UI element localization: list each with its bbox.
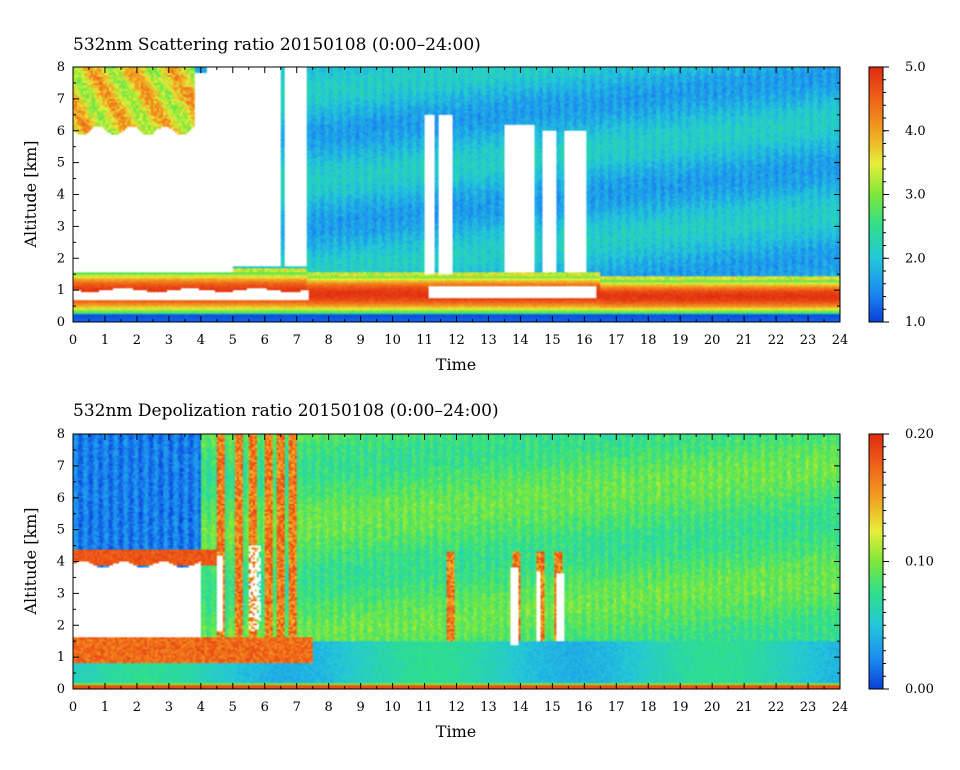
colorbar-ticks: 0.00 0.10 0.20 — [883, 427, 934, 697]
scattering-ratio-panel: 532nm Scattering ratio 20150108 (0:00–24… — [21, 35, 926, 374]
y-tick-label: 6 — [57, 124, 65, 139]
x-tick-label: 4 — [197, 333, 205, 348]
x-tick-label: 10 — [384, 700, 401, 715]
x-tick-label: 9 — [356, 333, 364, 348]
x-tick-label: 5 — [229, 700, 237, 715]
x-tick-label: 13 — [480, 700, 497, 715]
x-tick-label: 1 — [101, 700, 109, 715]
x-tick-label: 0 — [69, 333, 77, 348]
x-tick-label: 3 — [165, 700, 173, 715]
y-tick-label: 1 — [57, 283, 65, 298]
x-tick-label: 16 — [576, 700, 593, 715]
y-tick-label: 3 — [57, 586, 65, 601]
x-tick-label: 2 — [133, 333, 141, 348]
x-tick-label: 17 — [608, 700, 625, 715]
x-tick-label: 9 — [356, 700, 364, 715]
x-tick-label: 5 — [229, 333, 237, 348]
x-tick-label: 8 — [325, 700, 333, 715]
y-tick-label: 4 — [57, 555, 65, 570]
x-tick-label: 19 — [672, 700, 689, 715]
x-tick-label: 3 — [165, 333, 173, 348]
colorbar-ticks: 1.0 2.0 3.0 4.0 5.0 — [883, 60, 926, 330]
x-tick-label: 18 — [640, 700, 657, 715]
colorbar — [868, 433, 884, 690]
x-tick-label: 21 — [736, 333, 753, 348]
x-tick-label: 24 — [832, 700, 849, 715]
x-tick-label: 19 — [672, 333, 689, 348]
y-tick-label: 0 — [57, 682, 65, 697]
x-tick-label: 12 — [448, 700, 465, 715]
plot-area: 0 1 2 3 4 5 6 7 8 9 10 11 12 13 14 15 16 17 18 19 20 21 22 23 24… — [57, 427, 849, 715]
y-tick-label: 4 — [57, 188, 65, 203]
y-tick-label: 2 — [57, 618, 65, 633]
colorbar-tick-label: 0.00 — [905, 682, 934, 697]
x-tick-label: 22 — [768, 333, 785, 348]
x-tick-label: 0 — [69, 700, 77, 715]
x-tick-label: 11 — [416, 333, 433, 348]
x-tick-label: 15 — [544, 700, 561, 715]
colorbar — [868, 66, 884, 323]
x-tick-label: 14 — [512, 700, 529, 715]
chart-title: 532nm Depolization ratio 20150108 (0:00–… — [73, 401, 499, 421]
x-tick-label: 13 — [480, 333, 497, 348]
x-tick-label: 2 — [133, 700, 141, 715]
x-axis-label: Time — [436, 355, 476, 374]
y-tick-label: 3 — [57, 219, 65, 234]
x-tick-label: 15 — [544, 333, 561, 348]
chart-title: 532nm Scattering ratio 20150108 (0:00–24… — [73, 35, 481, 55]
y-tick-label: 7 — [57, 92, 65, 107]
colorbar-tick-label: 0.20 — [905, 427, 934, 442]
colorbar-tick-label: 0.10 — [905, 555, 934, 570]
depolarization-ratio-panel: 532nm Depolization ratio 20150108 (0:00–… — [21, 401, 934, 741]
x-tick-label: 17 — [608, 333, 625, 348]
y-axis-label: Altitude [km] — [21, 507, 40, 615]
x-tick-label: 14 — [512, 333, 529, 348]
colorbar-tick-label: 3.0 — [905, 188, 926, 203]
x-tick-label: 21 — [736, 700, 753, 715]
x-axis-label: Time — [436, 722, 476, 741]
x-tick-label: 10 — [384, 333, 401, 348]
colorbar-tick-label: 2.0 — [905, 251, 926, 266]
x-tick-label: 24 — [832, 333, 849, 348]
x-tick-label: 20 — [704, 333, 721, 348]
x-tick-label: 18 — [640, 333, 657, 348]
y-tick-label: 5 — [57, 156, 65, 171]
y-tick-label: 6 — [57, 491, 65, 506]
y-tick-label: 2 — [57, 251, 65, 266]
y-tick-label: 8 — [57, 60, 65, 75]
x-tick-label: 12 — [448, 333, 465, 348]
x-tick-label: 8 — [325, 333, 333, 348]
colorbar-tick-label: 1.0 — [905, 315, 926, 330]
y-tick-label: 0 — [57, 315, 65, 330]
x-tick-label: 6 — [261, 333, 269, 348]
y-tick-label: 1 — [57, 650, 65, 665]
x-tick-label: 1 — [101, 333, 109, 348]
x-tick-label: 23 — [800, 333, 817, 348]
y-tick-label: 8 — [57, 427, 65, 442]
x-tick-label: 11 — [416, 700, 433, 715]
x-tick-label: 16 — [576, 333, 593, 348]
x-tick-label: 23 — [800, 700, 817, 715]
heatmap-raster — [73, 434, 840, 689]
colorbar-tick-label: 5.0 — [905, 60, 926, 75]
x-tick-label: 20 — [704, 700, 721, 715]
x-tick-label: 22 — [768, 700, 785, 715]
plot-area: 0 1 2 3 4 5 6 7 8 9 10 11 12 13 14 15 16 17 18 19 20 21 22 23 24… — [57, 60, 849, 348]
y-tick-label: 7 — [57, 459, 65, 474]
x-tick-label: 7 — [293, 333, 301, 348]
x-tick-label: 4 — [197, 700, 205, 715]
colorbar-tick-label: 4.0 — [905, 124, 926, 139]
x-tick-label: 6 — [261, 700, 269, 715]
y-axis-label: Altitude [km] — [21, 140, 40, 248]
y-tick-label: 5 — [57, 523, 65, 538]
x-tick-label: 7 — [293, 700, 301, 715]
heatmap-raster — [73, 67, 840, 322]
